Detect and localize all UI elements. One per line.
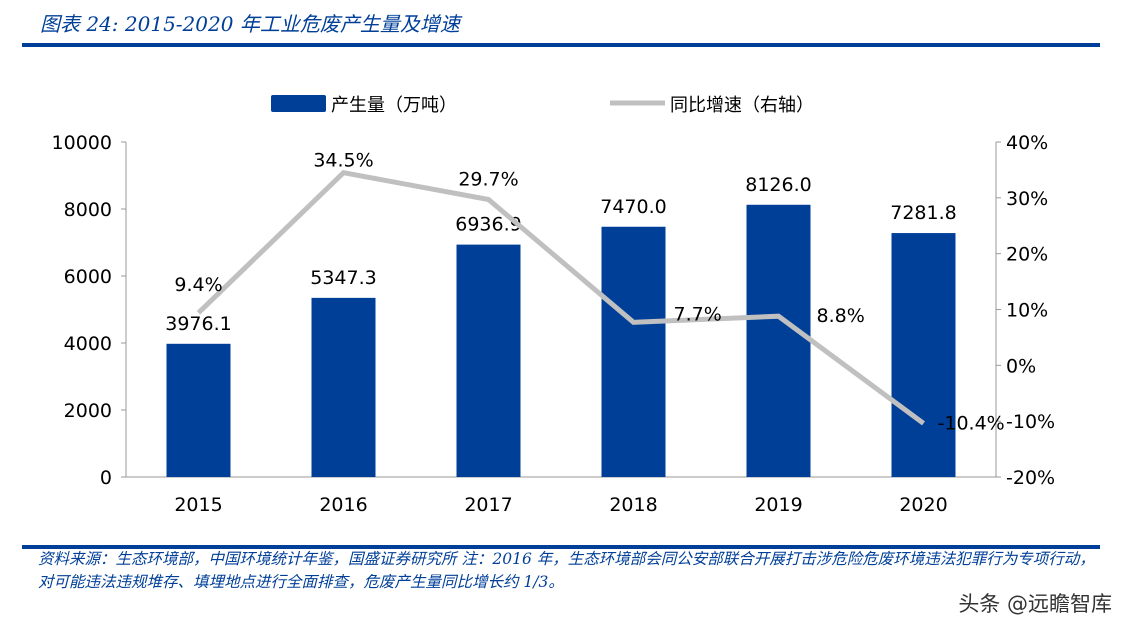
legend-bar-swatch — [271, 95, 326, 112]
source-note: 资料来源：生态环境部，中国环境统计年鉴，国盛证券研究所 注：2016 年，生态环… — [38, 550, 1095, 591]
legend-bar-label: 产生量（万吨） — [331, 95, 457, 116]
left-tick-label: 4000 — [64, 333, 112, 355]
bar — [601, 226, 666, 477]
watermark: 头条 @远瞻智库 — [958, 592, 1112, 616]
right-tick-label: 10% — [1006, 300, 1048, 322]
line-label: 29.7% — [458, 169, 518, 191]
x-tick-label: 2019 — [754, 494, 802, 516]
chart-title: 图表 24: 2015-2020 年工业危废产生量及增速 — [40, 12, 460, 36]
x-tick-label: 2017 — [464, 494, 512, 516]
bar-label: 8126.0 — [745, 174, 811, 196]
line-label: -10.4% — [938, 412, 1005, 434]
left-tick-label: 8000 — [64, 199, 112, 221]
left-tick-label: 0 — [100, 467, 112, 489]
line-label: 34.5% — [313, 150, 373, 172]
line-label: 9.4% — [174, 274, 222, 296]
bar-label: 6936.9 — [455, 214, 521, 236]
x-tick-label: 2018 — [609, 494, 657, 516]
footer-rule — [22, 545, 1100, 549]
bar-label: 3976.1 — [165, 313, 231, 335]
bar — [166, 343, 231, 477]
right-tick-label: -20% — [1006, 467, 1055, 489]
line-label: 7.7% — [674, 303, 722, 325]
left-tick-label: 6000 — [64, 266, 112, 288]
bar-label: 7281.8 — [890, 202, 956, 224]
growth-line — [196, 170, 925, 426]
right-tick-label: 0% — [1006, 355, 1036, 377]
legend-line-label: 同比增速（右轴） — [670, 95, 814, 116]
right-tick-label: 30% — [1006, 188, 1048, 210]
left-tick-label: 10000 — [52, 132, 112, 154]
x-tick-label: 2016 — [319, 494, 367, 516]
right-tick-label: 20% — [1006, 244, 1048, 266]
left-tick-label: 2000 — [64, 400, 112, 422]
bar — [456, 244, 521, 477]
bar — [891, 233, 956, 477]
bar — [746, 204, 811, 478]
bar-label: 5347.3 — [310, 267, 376, 289]
right-tick-label: -10% — [1006, 411, 1055, 433]
right-tick-label: 40% — [1006, 132, 1048, 154]
line-label: 8.8% — [817, 305, 865, 327]
title-rule — [22, 43, 1100, 47]
x-tick-label: 2020 — [899, 494, 947, 516]
x-tick-label: 2015 — [174, 494, 222, 516]
bar-label: 7470.0 — [600, 196, 666, 218]
bar — [311, 297, 376, 477]
